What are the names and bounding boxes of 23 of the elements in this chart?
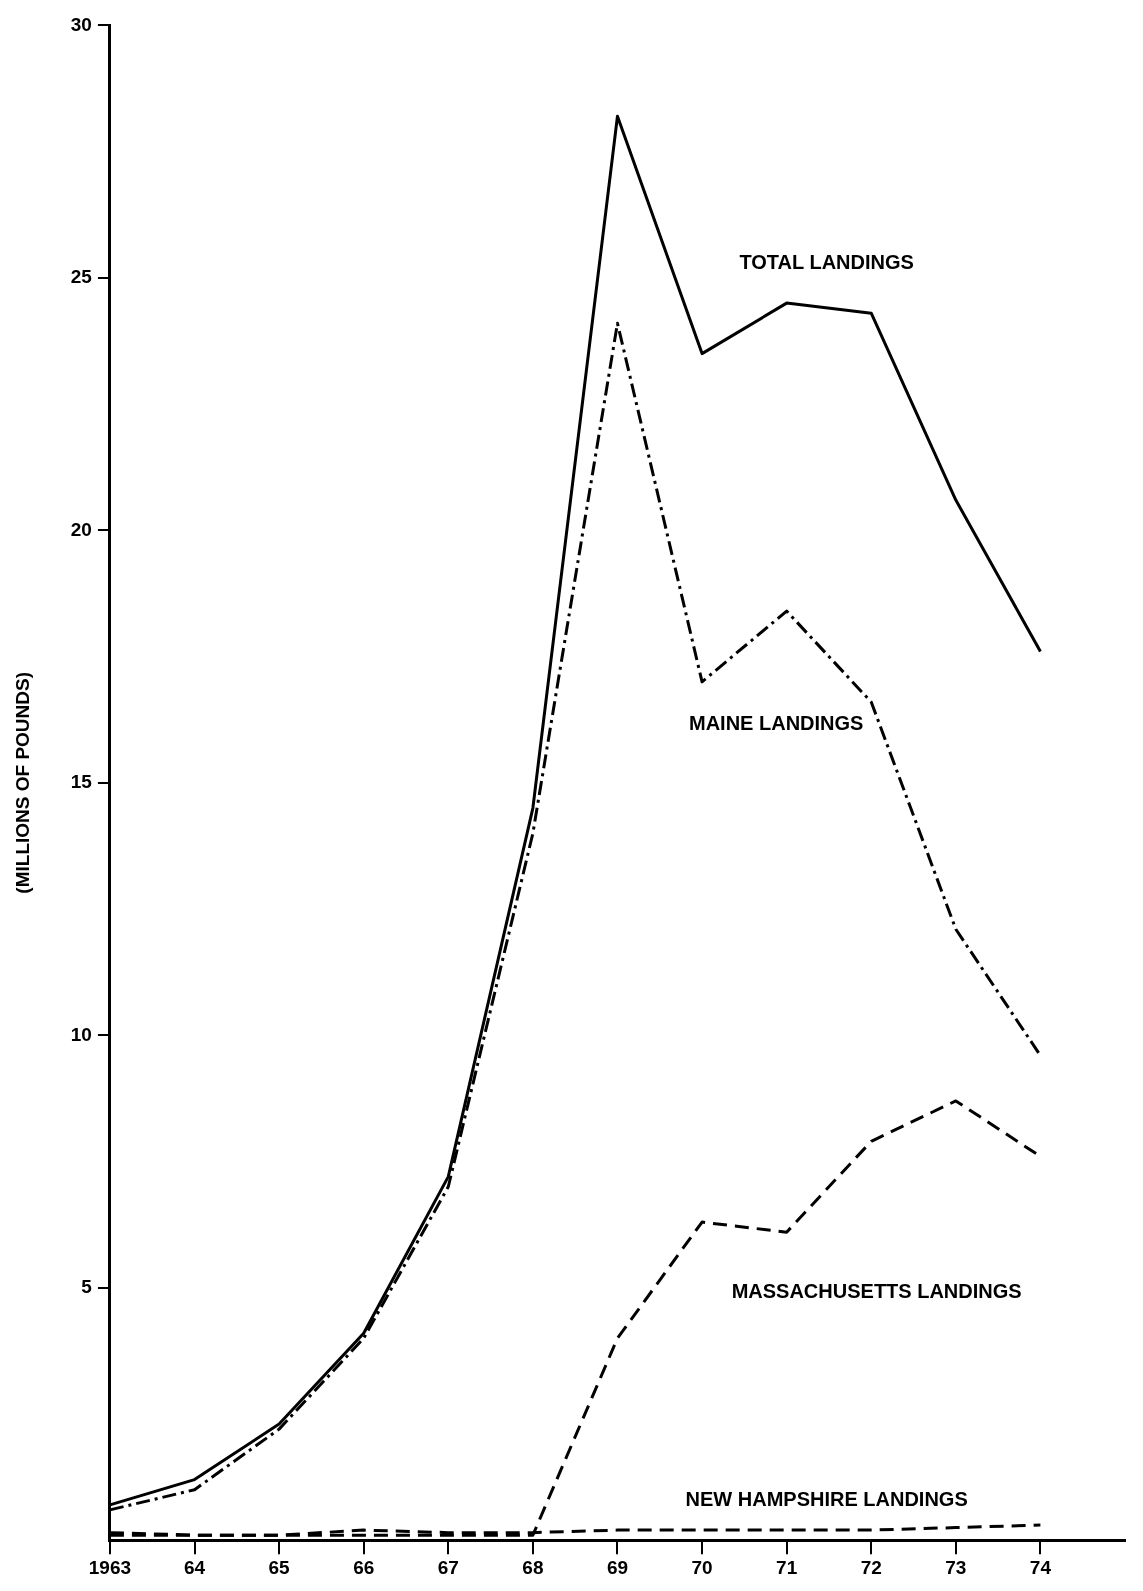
x-tick-label: 67 [437, 1556, 459, 1578]
x-tick-label: 71 [776, 1556, 798, 1578]
series-label: NEW HAMPSHIRE LANDINGS [685, 1487, 968, 1510]
y-tick-label: 25 [70, 266, 93, 288]
y-tick-label: 20 [70, 518, 92, 540]
x-tick-label: 70 [691, 1556, 713, 1578]
x-tick-label: 69 [606, 1556, 629, 1578]
x-tick-label: 74 [1029, 1556, 1052, 1578]
x-tick-label: 66 [353, 1556, 375, 1578]
text: TOTAL LANDINGS [739, 250, 914, 273]
x-tick-label: 68 [522, 1556, 544, 1578]
x-tick-label: 65 [268, 1556, 291, 1578]
series-label: MAINE LANDINGS [689, 711, 864, 734]
y-axis-title: (MILLIONS OF POUNDS) [11, 671, 33, 894]
x-tick-label: 72 [860, 1556, 882, 1578]
x-tick-label: 64 [183, 1556, 206, 1578]
y-tick-label: 15 [70, 771, 93, 793]
y-tick-label: 5 [81, 1275, 93, 1297]
y-tick-label: 10 [70, 1023, 92, 1045]
x-tick-label: 73 [945, 1556, 967, 1578]
x-tick-label: 1963 [88, 1556, 132, 1578]
y-tick-label: 30 [70, 13, 92, 35]
text: MASSACHUSETTS LANDINGS [731, 1279, 1022, 1302]
